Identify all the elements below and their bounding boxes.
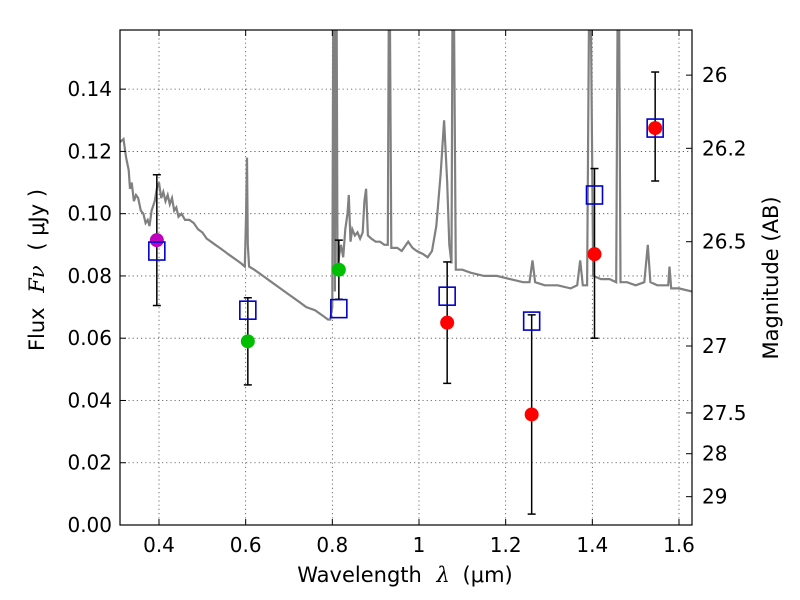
observed-point — [240, 334, 255, 349]
right-tick-label: 26.2 — [702, 136, 747, 160]
y-axis-label: Flux Fν ( μJy ) — [25, 189, 49, 351]
y-axis-label-prefix: Flux — [25, 307, 49, 351]
x-tick-label: 1 — [413, 533, 426, 557]
x-tick-label: 0.6 — [230, 533, 262, 557]
right-tick-label: 28 — [702, 442, 727, 466]
observed-point — [648, 121, 663, 136]
grid-lines — [120, 30, 692, 525]
x-axis-label: Wavelength λ (μm) — [297, 563, 512, 587]
x-tick-label: 1.2 — [490, 533, 522, 557]
plot-frame — [119, 29, 693, 526]
y-tick-label: 0.00 — [67, 513, 112, 537]
y-axis-label-symbol: Fν — [25, 265, 49, 294]
observed-point — [149, 233, 164, 248]
right-tick-label: 27 — [702, 334, 727, 358]
right-tick-label: 27.5 — [702, 401, 747, 425]
observed-point — [440, 315, 455, 330]
model-spectrum-layer — [120, 30, 692, 321]
x-axis-label-prefix: Wavelength — [297, 563, 422, 587]
right-axis-label: Magnitude (AB) — [759, 196, 783, 359]
model-photometry-box — [330, 298, 348, 319]
y-tick-label: 0.10 — [67, 202, 112, 226]
y-axis-ticks: 0.00 0.02 0.04 0.06 0.08 0.10 0.12 0.14 — [67, 77, 126, 537]
right-tick-label: 26 — [702, 63, 727, 87]
observed-point — [587, 247, 602, 262]
right-axis-ticks: 26 26.2 26.5 27 27.5 28 29 — [686, 63, 747, 509]
y-tick-label: 0.12 — [67, 139, 112, 163]
observed-points-layer — [149, 121, 663, 422]
x-axis-label-unit: (μm) — [463, 563, 513, 587]
x-tick-label: 0.8 — [316, 533, 348, 557]
right-tick-label: 29 — [702, 485, 727, 509]
y-tick-label: 0.04 — [67, 388, 112, 412]
y-tick-label: 0.06 — [67, 326, 112, 350]
observed-point — [331, 262, 346, 277]
observed-point — [524, 407, 539, 422]
y-axis-label-unit: ( μJy ) — [25, 189, 49, 251]
y-tick-label: 0.02 — [67, 451, 112, 475]
model-photometry-box — [438, 286, 456, 306]
x-axis-ticks: 0.4 0.6 0.8 1 1.2 1.4 1.6 — [143, 30, 695, 557]
x-tick-label: 0.4 — [143, 533, 175, 557]
right-tick-label: 26.5 — [702, 230, 747, 254]
x-axis-label-symbol: λ — [436, 563, 450, 587]
model-photometry-box — [148, 241, 166, 261]
model-photometry-box — [239, 300, 257, 320]
y-tick-label: 0.08 — [67, 264, 112, 288]
model-photometry-box — [646, 118, 664, 138]
x-tick-label: 1.6 — [663, 533, 695, 557]
y-tick-label: 0.14 — [67, 77, 112, 101]
model-photometry-box — [522, 311, 541, 331]
error-bars-layer — [152, 71, 660, 515]
model-spectrum-line — [120, 30, 692, 321]
model-boxes-layer — [148, 118, 664, 331]
x-tick-label: 1.4 — [576, 533, 608, 557]
model-photometry-box — [585, 185, 604, 205]
